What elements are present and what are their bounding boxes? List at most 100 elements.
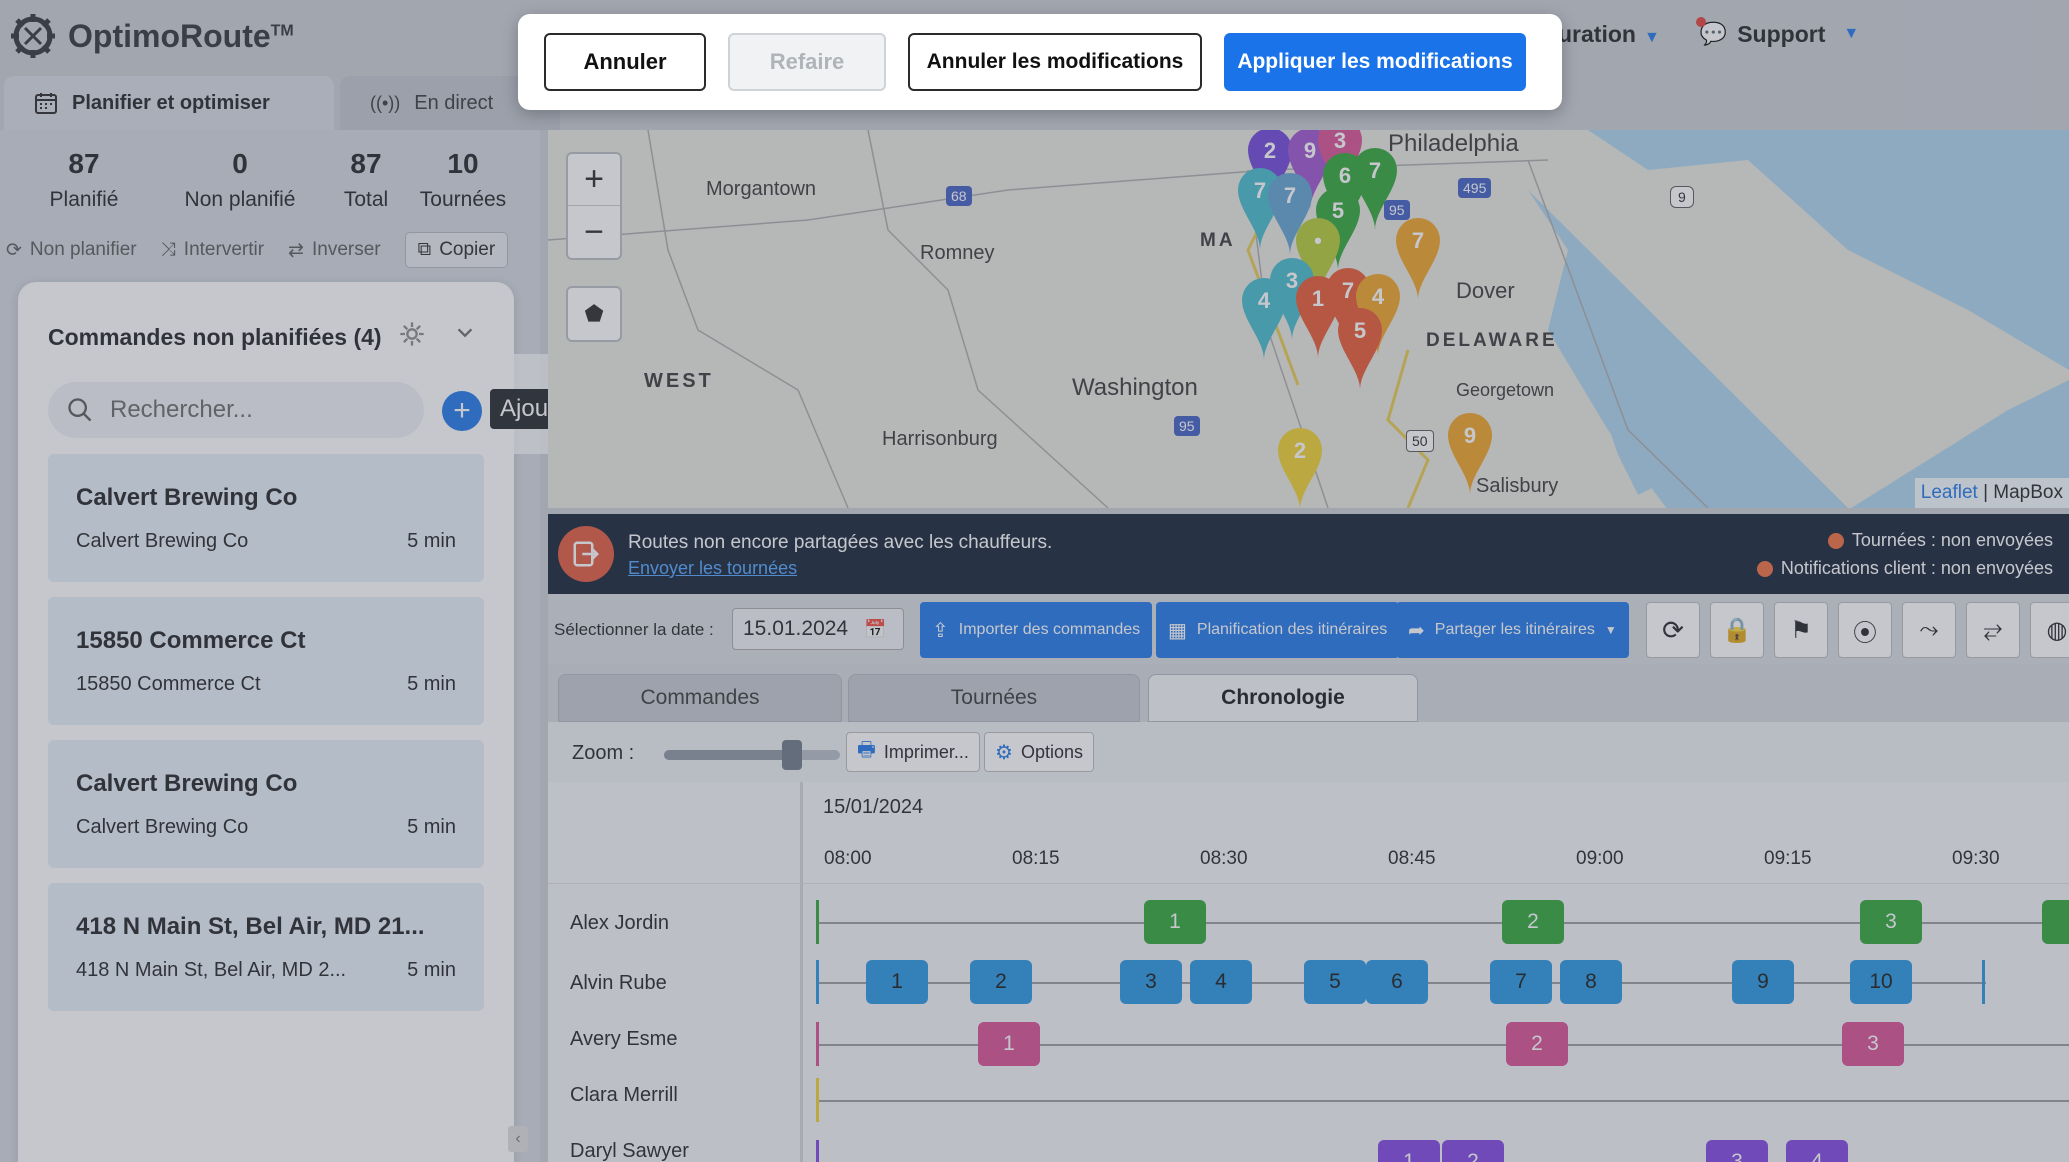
stop-block[interactable]: 3 [1842,1022,1904,1066]
tab-plan-optimize[interactable]: Planifier et optimiser [4,76,334,130]
stop-block[interactable]: 8 [1560,960,1622,1004]
chevron-down-icon[interactable] [454,322,476,349]
stop-block[interactable]: 7 [1490,960,1552,1004]
order-card[interactable]: 15850 Commerce Ct 15850 Commerce Ct 5 min [48,597,484,725]
stop-block[interactable]: 5 [1304,960,1366,1004]
send-icon [558,526,614,582]
copy-icon: ⧉ [417,239,432,260]
unplan-icon: ⟳ [6,239,22,261]
stop-block[interactable]: 4 [1786,1140,1848,1162]
order-card[interactable]: Calvert Brewing Co Calvert Brewing Co 5 m… [48,740,484,868]
zoom-slider[interactable] [664,740,840,770]
bookmark-button[interactable]: ⚑ [1774,602,1828,658]
map-label: Dover [1456,278,1515,303]
stop-block[interactable]: 1 [866,960,928,1004]
zoom-in-button[interactable]: + [568,154,620,206]
import-icon: ⇪ [932,619,949,642]
add-order-button[interactable]: + [442,391,482,431]
options-button[interactable]: ⚙ Options [984,732,1094,772]
stop-block[interactable]: 4 [1190,960,1252,1004]
svg-text:3: 3 [1286,268,1298,293]
stop-block[interactable] [2042,900,2069,944]
svg-text:7: 7 [1342,278,1354,303]
map-label: Harrisonburg [882,428,998,450]
copy-button[interactable]: ⧉ Copier [404,232,509,268]
redo-button[interactable]: Refaire [728,33,886,91]
share-routes-button[interactable]: ➦ Partager les itinéraires ▼ [1396,602,1629,658]
order-card[interactable]: 418 N Main St, Bel Air, MD 21... 418 N M… [48,883,484,1011]
stop-block[interactable]: 1 [1378,1140,1440,1162]
stop-block[interactable]: 3 [1120,960,1182,1004]
printer-icon: 🖶 [857,739,876,761]
tab-routes[interactable]: Tournées [848,674,1140,722]
collapse-panel-handle[interactable]: ‹ [508,1126,528,1152]
reverse-button[interactable]: ⇄ Inverser [288,239,381,261]
status-dot-icon [1827,532,1844,549]
lock-icon: 🔒 [1722,616,1752,644]
gear-icon: ⚙ [995,741,1013,764]
svg-text:4: 4 [1372,284,1385,309]
refresh-button[interactable]: ⟳ [1646,602,1700,658]
print-button[interactable]: 🖶 Imprimer... [846,732,980,772]
stop-block[interactable]: 2 [1506,1022,1568,1066]
order-card[interactable]: Calvert Brewing Co Calvert Brewing Co 5 m… [48,454,484,582]
lock-button[interactable]: 🔒 [1710,602,1764,658]
time-tick: 09:00 [1576,848,1624,869]
stop-block[interactable]: 1 [1144,900,1206,944]
calendar-icon: ▦ [1168,619,1187,642]
svg-text:7: 7 [1284,183,1296,208]
zoom-slider-handle[interactable] [782,740,802,770]
stop-block[interactable]: 9 [1732,960,1794,1004]
apply-changes-button[interactable]: Appliquer les modifications [1224,33,1526,91]
timeline-view: Zoom : 🖶 Imprimer... ⚙ Options 15/01/2024 … [548,722,2069,1162]
calendar-icon[interactable]: 📅 [864,618,887,639]
lane-start-marker [816,900,819,944]
location-button[interactable]: ⦿ [1838,602,1892,658]
refresh-icon: ⟳ [1662,614,1684,645]
stop-block[interactable]: 3 [1706,1140,1768,1162]
stop-block[interactable]: 6 [1366,960,1428,1004]
undo-changes-button[interactable]: Annuler les modifications [908,33,1202,91]
zoom-out-button[interactable]: − [584,212,604,251]
map-label: DELAWARE [1426,330,1558,351]
share-icon: ➦ [1408,619,1425,642]
map-label: Romney [920,242,995,264]
globe-button[interactable]: ◍ [2030,602,2069,658]
draw-polygon-button[interactable]: ⬟ [566,286,622,342]
gear-icon[interactable] [398,320,426,353]
top-nav: uration ▼ 💬 Support ▼ [1558,16,1859,52]
order-duration: 5 min [407,530,456,552]
route-split-button[interactable]: ⥂ [1966,602,2020,658]
map-label: Salisbury [1476,475,1559,497]
map[interactable]: Morgantown Romney Philadelphia Dover DEL… [548,130,2069,508]
stop-block[interactable]: 2 [1442,1140,1504,1162]
search-input[interactable] [110,396,390,424]
date-input[interactable]: 15.01.2024 📅 [732,608,904,650]
unplan-button[interactable]: ⟳ Non planifier [6,239,137,261]
send-routes-link[interactable]: Envoyer les tournées [628,558,798,578]
order-duration: 5 min [407,959,456,981]
import-orders-button[interactable]: ⇪ Importer des commandes [920,602,1153,658]
support-menu[interactable]: 💬 Support ▼ [1695,17,1859,48]
config-menu[interactable]: uration ▼ [1558,20,1660,47]
stop-block[interactable]: 1 [978,1022,1040,1066]
map-attribution: Leaflet | MapBox [1914,478,2069,508]
map-label: Washington [1072,374,1198,401]
route-planning-button[interactable]: ▦ Planification des itinéraires [1156,602,1400,658]
stop-block[interactable]: 2 [1502,900,1564,944]
route-button[interactable]: ⤳ [1902,602,1956,658]
tab-orders[interactable]: Commandes [558,674,842,722]
driver-lane [816,1044,2069,1046]
stop-block[interactable]: 2 [970,960,1032,1004]
action-row: ⟳ Non planifier ⤨ Intervertir ⇄ Inverser ⧉ C… [6,232,509,268]
app-logo[interactable]: OptimoRouteTM [8,8,294,64]
stop-block[interactable]: 10 [1850,960,1912,1004]
cancel-button[interactable]: Annuler [544,33,706,91]
leaflet-link[interactable]: Leaflet [1920,482,1978,503]
highway-shield: 9 [1670,186,1694,208]
time-tick: 09:15 [1764,848,1812,869]
tab-timeline[interactable]: Chronologie [1148,674,1418,722]
svg-text:5: 5 [1354,318,1366,343]
stop-block[interactable]: 3 [1860,900,1922,944]
swap-button[interactable]: ⤨ Intervertir [160,239,265,260]
